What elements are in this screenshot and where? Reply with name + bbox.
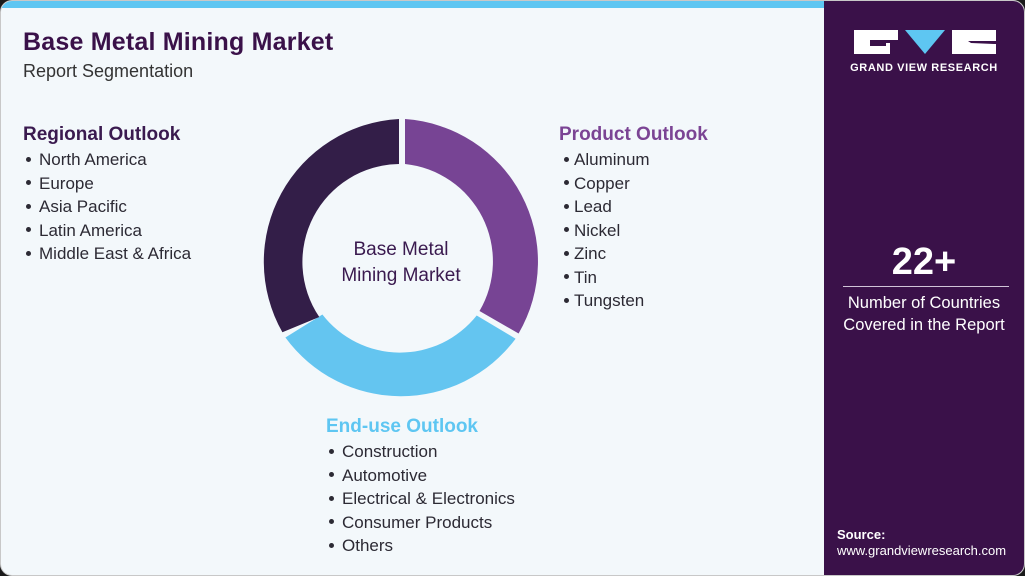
list-item: Zinc (559, 242, 708, 266)
bullet-icon (329, 448, 334, 454)
list-item: Aluminum (559, 148, 708, 172)
bullet-icon (564, 297, 569, 303)
bullet-icon (329, 542, 334, 548)
bullet-icon (564, 203, 569, 209)
list-item: Tin (559, 266, 708, 290)
bullet-icon (26, 227, 31, 233)
list-item: Electrical & Electronics (326, 487, 515, 511)
regional-outlook-title: Regional Outlook (23, 124, 181, 145)
list-item: Construction (326, 440, 515, 464)
bullet-icon (26, 250, 31, 256)
product-outlook-section: Product Outlook Aluminum Copper Lead Nic… (559, 124, 708, 313)
bullet-icon (26, 156, 31, 162)
stat-divider (843, 286, 1009, 287)
bullet-icon (564, 274, 569, 280)
top-accent-bar (1, 1, 824, 8)
page-subtitle: Report Segmentation (23, 61, 194, 81)
bullet-icon (564, 180, 569, 186)
enduse-outlook-title: End-use Outlook (326, 416, 478, 437)
donut-segment-product (405, 119, 538, 334)
donut-segment-enduse (285, 314, 516, 397)
donut-center-label: Base Metal Mining Market (341, 239, 461, 286)
bullet-icon (564, 227, 569, 233)
brand-sidebar (824, 1, 1024, 575)
donut-segment-regional (263, 119, 399, 333)
regional-outlook-section: Regional Outlook North America Europe As… (23, 124, 191, 266)
list-item: Tungsten (559, 289, 708, 313)
bullet-icon (26, 180, 31, 186)
segmentation-donut-chart (263, 119, 538, 397)
list-item: North America (23, 148, 191, 172)
list-item: Lead (559, 195, 708, 219)
list-item: Middle East & Africa (23, 242, 191, 266)
product-outlook-title: Product Outlook (559, 124, 708, 145)
countries-stat-label: Number of Countries Covered in the Repor… (843, 294, 1005, 334)
list-item: Automotive (326, 464, 515, 488)
list-item: Consumer Products (326, 511, 515, 535)
source-label: Source: (837, 527, 886, 542)
bullet-icon (329, 472, 334, 478)
bullet-icon (564, 250, 569, 256)
source-url: www.grandviewresearch.com (837, 543, 1007, 558)
list-item: Asia Pacific (23, 195, 191, 219)
list-item: Copper (559, 172, 708, 196)
list-item: Nickel (559, 219, 708, 243)
page-title: Base Metal Mining Market (23, 28, 334, 56)
regional-outlook-list: North America Europe Asia Pacific Latin … (23, 148, 191, 266)
list-item: Europe (23, 172, 191, 196)
list-item: Others (326, 534, 515, 558)
bullet-icon (564, 156, 569, 162)
bullet-icon (26, 203, 31, 209)
enduse-outlook-list: Construction Automotive Electrical & Ele… (326, 440, 515, 558)
gvr-logo-icon (854, 30, 996, 54)
brand-name: GRAND VIEW RESEARCH (850, 62, 998, 74)
countries-stat-value: 22+ (891, 241, 957, 283)
list-item: Latin America (23, 219, 191, 243)
enduse-outlook-section: End-use Outlook Construction Automotive … (326, 416, 515, 558)
bullet-icon (329, 495, 334, 501)
bullet-icon (329, 519, 334, 525)
product-outlook-list: Aluminum Copper Lead Nickel Zinc Tin Tun… (559, 148, 708, 313)
